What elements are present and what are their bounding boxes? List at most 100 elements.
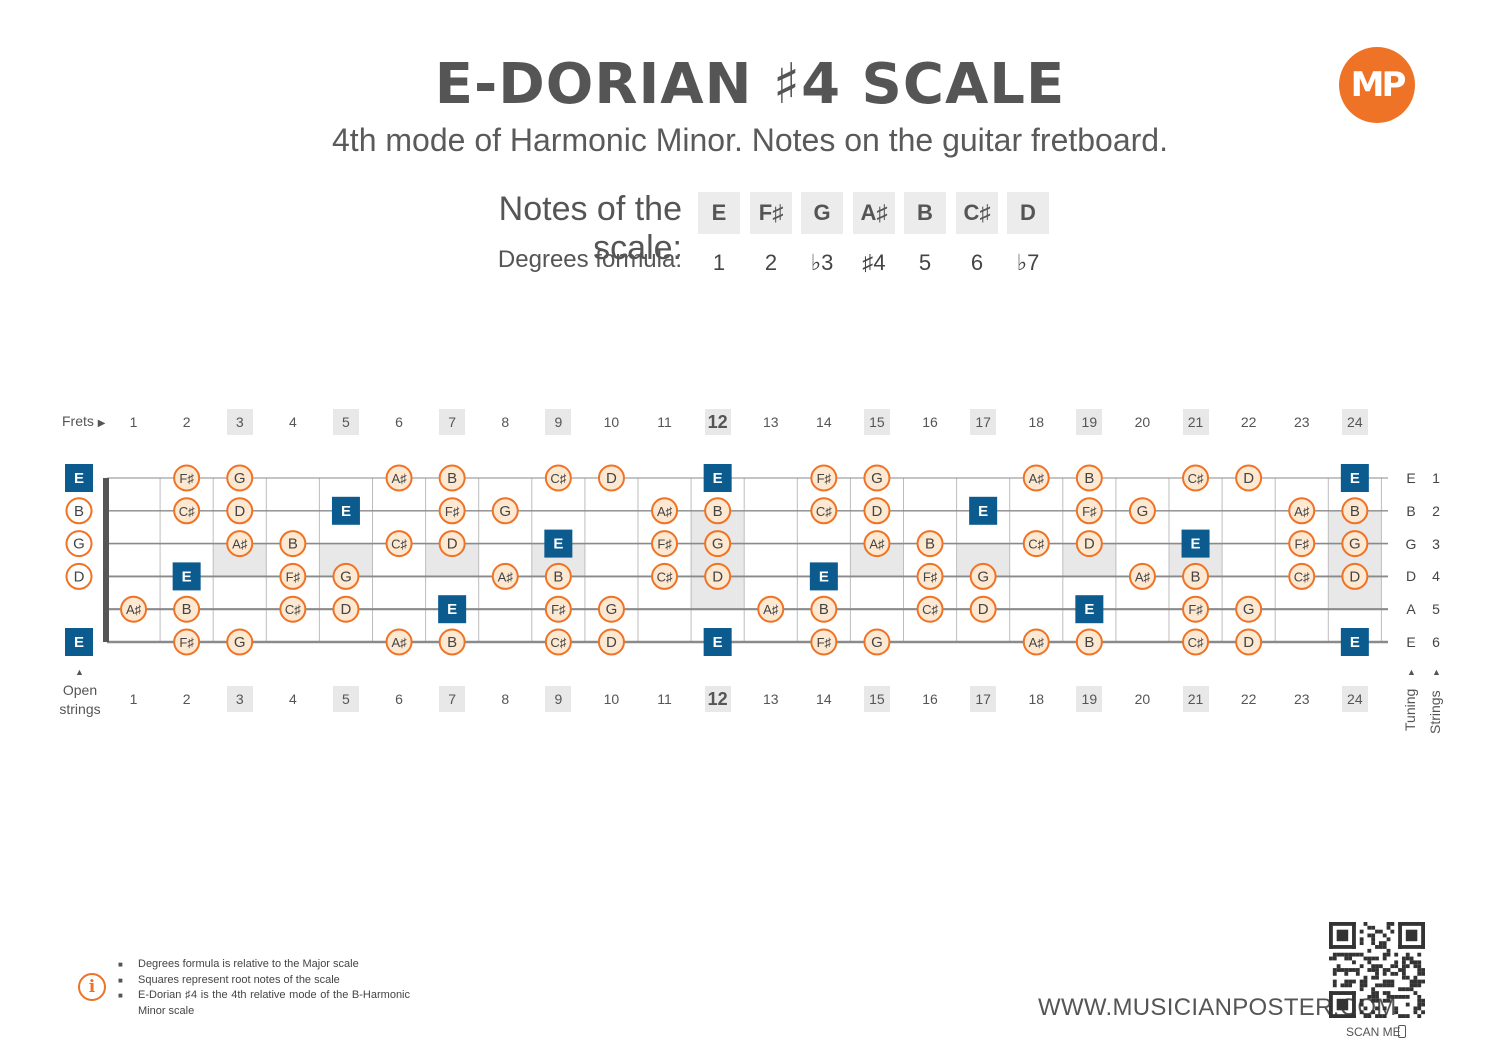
qr-module bbox=[1386, 937, 1391, 942]
note-label: E bbox=[1084, 601, 1094, 618]
qr-module bbox=[1340, 983, 1345, 988]
qr-finder bbox=[1405, 929, 1418, 942]
note-circle bbox=[385, 628, 413, 656]
fret-number: 20 bbox=[1134, 691, 1151, 707]
note-label: G bbox=[234, 470, 246, 487]
note-label: F♯ bbox=[1295, 537, 1309, 552]
scale-degree: ♭3 bbox=[810, 250, 834, 275]
note-label: D bbox=[872, 503, 883, 520]
qr-module bbox=[1375, 971, 1379, 976]
qr-module bbox=[1417, 983, 1422, 988]
qr-module bbox=[1344, 971, 1349, 976]
note-circle bbox=[332, 562, 360, 590]
note-label: C♯ bbox=[1028, 537, 1044, 552]
frets-label-text: Frets bbox=[62, 413, 94, 429]
tuning-note: E bbox=[1406, 470, 1416, 486]
brand-logo-text: MP bbox=[1350, 65, 1407, 105]
fret-number: 12 bbox=[704, 409, 731, 435]
fret-number: 16 bbox=[922, 414, 938, 430]
fret-number: 8 bbox=[501, 414, 510, 430]
qr-module bbox=[1390, 971, 1395, 976]
fret-number: 17 bbox=[970, 686, 997, 712]
qr-module bbox=[1394, 960, 1399, 965]
qr-module bbox=[1421, 1002, 1425, 1007]
root-note-square bbox=[703, 464, 732, 492]
qr-module bbox=[1421, 971, 1425, 976]
qr-module bbox=[1382, 991, 1387, 995]
fret-number: 6 bbox=[395, 691, 403, 707]
note-circle bbox=[1341, 497, 1369, 525]
qr-module bbox=[1348, 983, 1353, 988]
qr-module bbox=[1375, 929, 1379, 934]
qr-code[interactable] bbox=[1329, 922, 1425, 1018]
root-note-square bbox=[1340, 628, 1369, 656]
note-circle bbox=[1182, 628, 1210, 656]
qr-module bbox=[1405, 952, 1410, 957]
qr-module bbox=[1401, 987, 1406, 992]
note-circle bbox=[597, 464, 625, 492]
note-circle bbox=[173, 595, 201, 623]
note-label: D bbox=[1084, 536, 1095, 553]
qr-module bbox=[1336, 968, 1341, 972]
qr-module bbox=[1401, 1014, 1406, 1018]
fret-number: 4 bbox=[288, 414, 297, 430]
qr-module bbox=[1386, 994, 1391, 999]
fret-number: 10 bbox=[603, 414, 620, 430]
fret-number: 24 bbox=[1341, 686, 1368, 712]
qr-module bbox=[1382, 956, 1387, 961]
qr-module bbox=[1363, 975, 1368, 980]
fret-marker-double bbox=[691, 510, 745, 610]
note-label: B bbox=[819, 601, 829, 618]
note-circle bbox=[226, 530, 254, 558]
qr-module bbox=[1405, 1002, 1410, 1007]
right-triangle-icon: ▶ bbox=[97, 418, 106, 429]
qr-module bbox=[1386, 998, 1391, 1003]
note-circle bbox=[279, 562, 307, 590]
nut bbox=[103, 478, 109, 642]
brand-logo[interactable]: MP bbox=[1339, 47, 1415, 123]
qr-module bbox=[1375, 983, 1379, 988]
qr-module bbox=[1382, 998, 1387, 1003]
note-label: A♯ bbox=[1029, 635, 1044, 650]
fret-number: 14 bbox=[816, 691, 832, 707]
note-label: C♯ bbox=[179, 504, 195, 519]
info-icon: i bbox=[78, 973, 106, 1001]
root-note-square bbox=[969, 496, 998, 525]
fret-number: 3 bbox=[226, 409, 253, 435]
note-label: F♯ bbox=[1188, 602, 1202, 617]
note-label: E bbox=[713, 470, 723, 487]
note-circle bbox=[1341, 562, 1369, 590]
qr-module bbox=[1340, 952, 1345, 957]
note-circle bbox=[1128, 497, 1156, 525]
qr-module bbox=[1417, 1014, 1422, 1018]
note-label: B bbox=[288, 536, 298, 553]
note-circle bbox=[810, 595, 838, 623]
note-label: G bbox=[234, 634, 246, 651]
qr-module bbox=[1359, 952, 1364, 957]
root-note-square bbox=[1075, 595, 1104, 624]
note-label: G bbox=[871, 634, 883, 651]
note-circle bbox=[1022, 464, 1050, 492]
note-circle bbox=[226, 464, 254, 492]
qr-module bbox=[1332, 971, 1337, 976]
qr-module bbox=[1359, 987, 1364, 992]
tuning-note: G bbox=[1405, 536, 1417, 552]
note-label: D bbox=[712, 568, 723, 585]
fret-number: 5 bbox=[332, 686, 359, 712]
qr-finder bbox=[1329, 922, 1333, 949]
fret-number: 15 bbox=[863, 409, 890, 435]
root-note-square bbox=[331, 496, 360, 525]
note-circle bbox=[1235, 595, 1263, 623]
qr-module bbox=[1375, 964, 1379, 969]
qr-module bbox=[1390, 922, 1395, 926]
note-circle bbox=[1235, 464, 1263, 492]
qr-module bbox=[1352, 952, 1356, 957]
note-label: A♯ bbox=[763, 602, 778, 617]
qr-module bbox=[1398, 1014, 1402, 1018]
qr-module bbox=[1344, 968, 1349, 972]
qr-module bbox=[1382, 983, 1387, 988]
note-circle bbox=[704, 562, 732, 590]
qr-module bbox=[1382, 968, 1387, 972]
qr-module bbox=[1355, 952, 1360, 957]
note-label: D bbox=[606, 470, 617, 487]
